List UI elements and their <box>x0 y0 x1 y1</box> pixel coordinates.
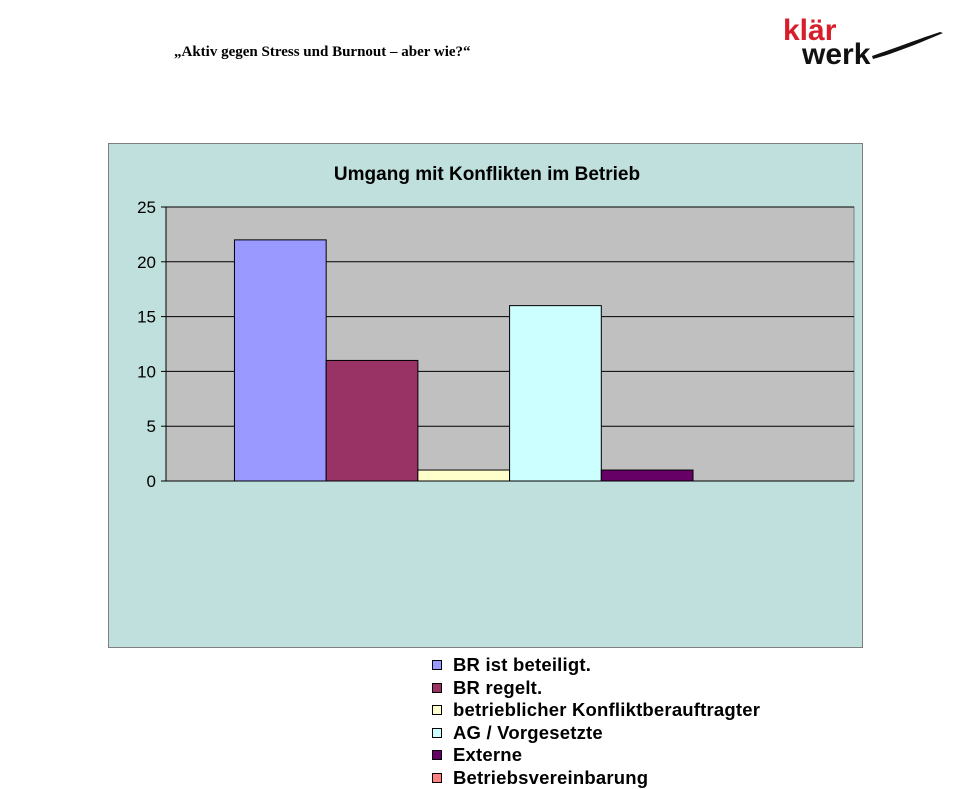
legend-label: Externe <box>453 744 522 766</box>
bar-br-ist-beteiligt <box>234 240 326 481</box>
bar-externe <box>601 470 693 481</box>
legend-swatch <box>432 773 442 783</box>
legend-swatch <box>432 683 442 693</box>
chart-panel: 0 5 10 15 20 25 Umgang mit Konflikten im Betr… <box>108 143 863 648</box>
chart-legend: BR ist beteiligt.BR regelt.betrieblicher… <box>432 654 760 789</box>
legend-swatch <box>432 728 442 738</box>
legend-swatch <box>432 660 442 670</box>
bar-chart: 0 5 10 15 20 25 Umgang mit Konflikten im Betr… <box>109 144 864 649</box>
bar-betrieblicher-konfliktberauftragter <box>418 470 510 481</box>
slide-title: „Aktiv gegen Stress und Burnout – aber w… <box>174 44 471 61</box>
y-tick-label: 5 <box>147 417 156 436</box>
klaerwerk-logo: klär werk <box>780 12 950 72</box>
legend-label: BR regelt. <box>453 677 542 699</box>
y-tick-label: 10 <box>137 362 156 381</box>
legend-swatch <box>432 750 442 760</box>
legend-item: BR ist beteiligt. <box>432 654 760 677</box>
legend-label: BR ist beteiligt. <box>453 654 591 676</box>
y-tick-label: 15 <box>137 308 156 327</box>
legend-item: Betriebsvereinbarung <box>432 767 760 789</box>
legend-item: betrieblicher Konfliktberauftragter <box>432 699 760 722</box>
logo-swoosh <box>872 32 943 59</box>
legend-item: AG / Vorgesetzte <box>432 722 760 745</box>
legend-item: BR regelt. <box>432 677 760 700</box>
legend-label: betrieblicher Konfliktberauftragter <box>453 699 760 721</box>
legend-label: Betriebsvereinbarung <box>453 767 648 789</box>
y-tick-label: 0 <box>147 472 156 491</box>
bar-ag-vorgesetzte <box>510 306 602 481</box>
bar-br-regelt <box>326 360 418 481</box>
legend-item: Externe <box>432 744 760 767</box>
logo-line2: werk <box>801 38 871 71</box>
y-tick-label: 20 <box>137 253 156 272</box>
legend-label: AG / Vorgesetzte <box>453 722 603 744</box>
y-tick-label: 25 <box>137 198 156 217</box>
chart-title: Umgang mit Konflikten im Betrieb <box>334 164 640 185</box>
legend-swatch <box>432 705 442 715</box>
